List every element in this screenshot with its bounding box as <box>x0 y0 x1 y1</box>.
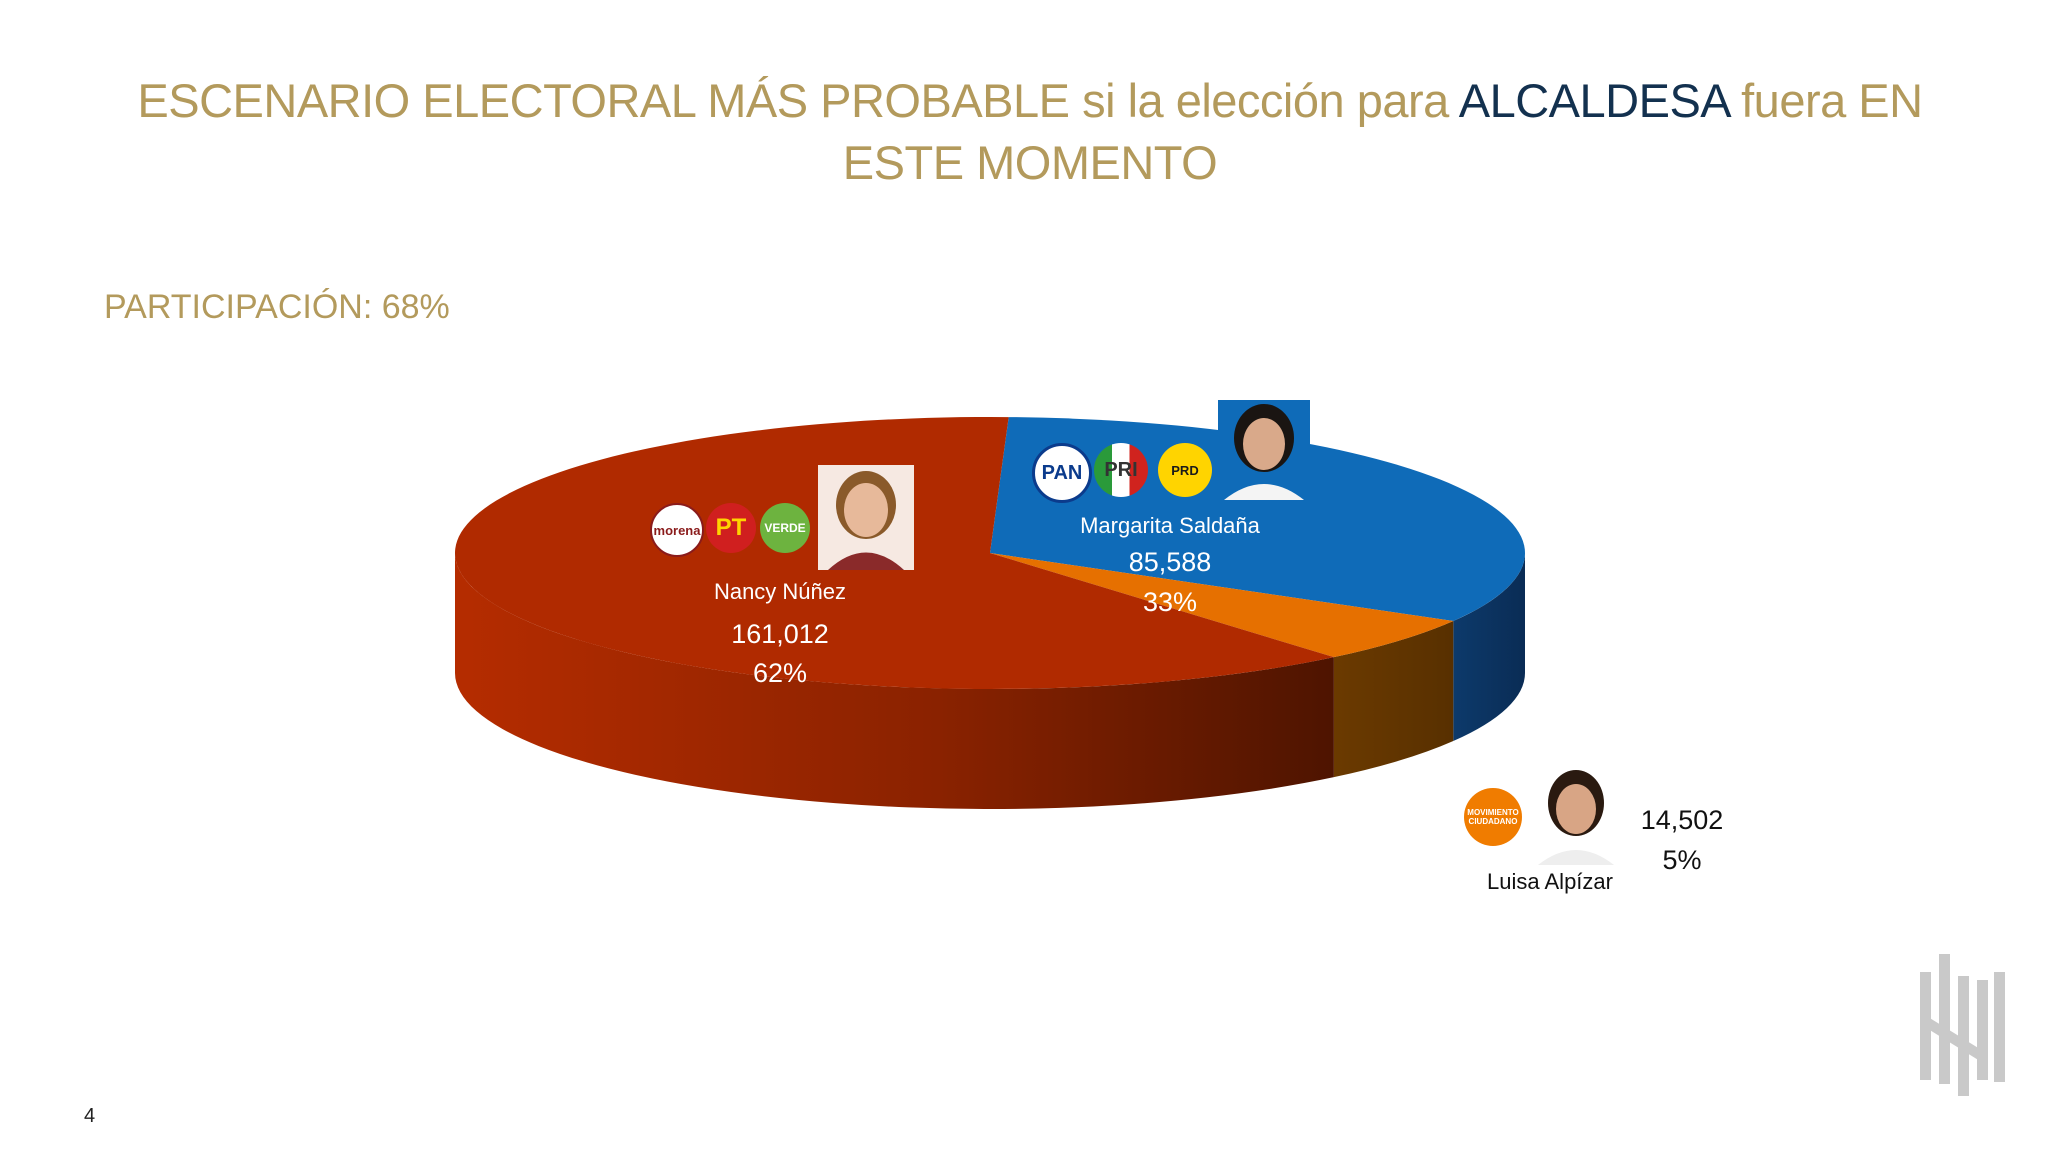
luisa-percent-label: 5% <box>1662 845 1702 875</box>
pie-side-walls <box>455 553 1525 810</box>
nancy-votes-label: 161,012 <box>731 619 829 649</box>
company-logo-icon <box>1920 954 2005 1096</box>
prd-logo-icon: PRD <box>1158 443 1212 497</box>
page-title: ESCENARIO ELECTORAL MÁS PROBABLE si la e… <box>120 70 1940 194</box>
margarita-name-label: Margarita Saldaña <box>1080 513 1260 538</box>
title-highlight: ALCALDESA <box>1458 74 1729 127</box>
luisa-alpizar-photo <box>1530 765 1622 865</box>
title-part1: ESCENARIO ELECTORAL MÁS PROBABLE si la e… <box>137 74 1459 127</box>
pie-side-luisa-alp-zar <box>1333 621 1454 778</box>
nancy-nunez-photo <box>818 465 914 570</box>
movimiento-ciudadano-logo-icon: MOVIMIENTO CIUDADANO <box>1464 788 1522 846</box>
nancy-name-label: Nancy Núñez <box>713 579 847 604</box>
luisa-name-label: Luisa Alpízar <box>1487 869 1613 894</box>
nancy-percent-label: 62% <box>752 658 808 688</box>
pie-side-margarita-salda-a <box>1453 553 1525 742</box>
margarita-percent-label: 33% <box>1142 587 1198 617</box>
page-number: 4 <box>84 1105 96 1127</box>
pie-slice-luisa-alp-zar <box>990 553 1454 658</box>
pt-logo-icon: PT <box>706 503 756 553</box>
title-part2: fuera EN ESTE MOMENTO <box>842 74 1923 189</box>
luisa-votes-label: 14,502 <box>1640 805 1724 835</box>
morena-logo-icon: morena <box>650 503 704 557</box>
pie-top-slices <box>454 417 1525 689</box>
pri-logo-icon: PRI <box>1094 443 1148 497</box>
pie-side-nancy-n-ez <box>455 553 1334 810</box>
participation-label: PARTICIPACIÓN: 68% <box>104 288 450 326</box>
margarita-saldana-photo <box>1218 400 1310 500</box>
margarita-votes-label: 85,588 <box>1128 547 1212 577</box>
pan-logo-icon: PAN <box>1032 443 1092 503</box>
verde-logo-icon: VERDE <box>760 503 810 553</box>
